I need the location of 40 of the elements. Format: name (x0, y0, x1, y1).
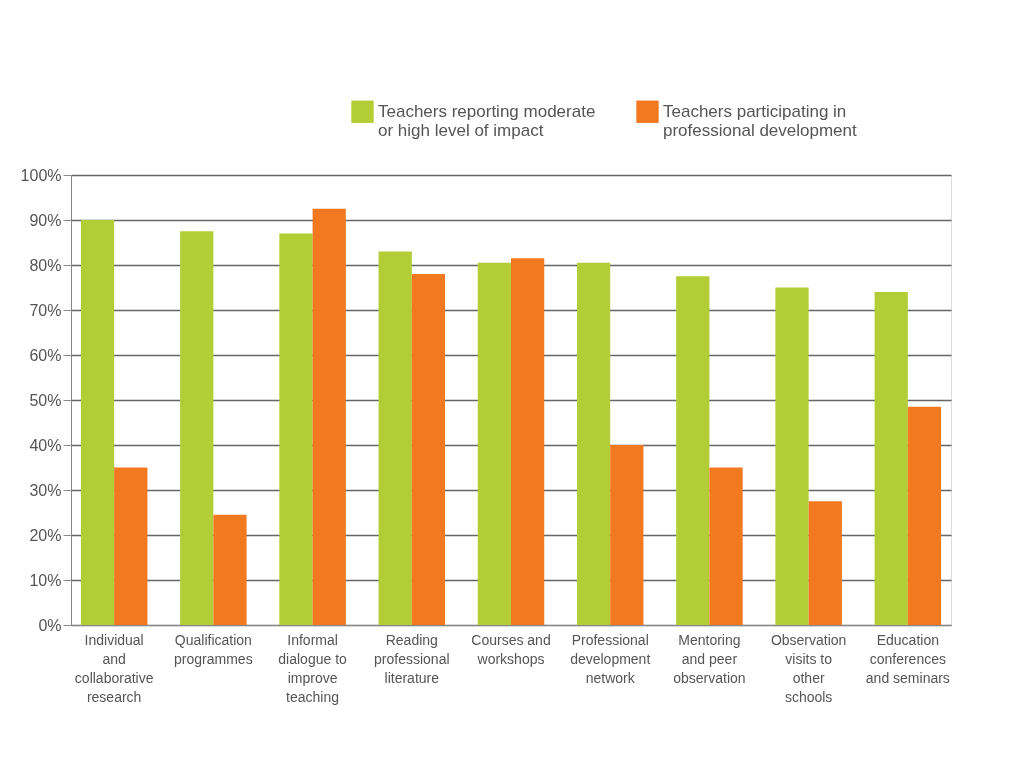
y-tick-label: 40% (29, 436, 62, 454)
y-tick-label: 90% (29, 211, 62, 229)
x-tick-label: Reading professional literature (374, 631, 450, 686)
bar (709, 467, 743, 625)
x-tick-label: Education conferences and seminars (865, 631, 950, 686)
y-tick-label: 10% (29, 571, 62, 589)
x-tick-label: Informal dialogue to improve teaching (278, 631, 348, 705)
bar (511, 258, 545, 625)
bar (114, 467, 148, 625)
bar (775, 287, 809, 625)
bar (576, 262, 611, 625)
bar (180, 231, 214, 625)
bar (411, 274, 446, 625)
y-tick-label: 100% (20, 166, 62, 184)
bar (477, 262, 511, 625)
bar (610, 445, 644, 625)
y-tick-label: 70% (29, 301, 62, 319)
y-tick-label: 30% (29, 481, 62, 499)
bar (874, 292, 908, 625)
bar (907, 406, 942, 625)
x-tick-label: Observation visits to other schools (770, 631, 847, 705)
y-tick-label: 50% (29, 391, 62, 409)
bar (80, 220, 115, 625)
legend-label: Teachers participating in professional development (663, 101, 858, 140)
bar (676, 276, 710, 625)
x-tick-label: Qualification programmes (174, 631, 253, 667)
y-tick-label: 60% (29, 346, 62, 364)
x-tick-label: Mentoring and peer observation (673, 631, 746, 686)
bar (808, 501, 842, 625)
legend-label: Teachers reporting moderate or high level of impact (378, 101, 596, 140)
y-tick-label: 0% (38, 616, 62, 634)
bar (279, 233, 313, 625)
bar (312, 208, 346, 625)
y-tick-label: 80% (29, 256, 62, 274)
bar (213, 514, 247, 625)
x-tick-label: Professional development network (570, 631, 651, 686)
y-tick-label: 20% (29, 526, 62, 544)
bar (378, 251, 412, 625)
x-tick-label: Courses and workshops (471, 631, 551, 667)
x-tick-label: Individual and collaborative research (74, 631, 154, 705)
